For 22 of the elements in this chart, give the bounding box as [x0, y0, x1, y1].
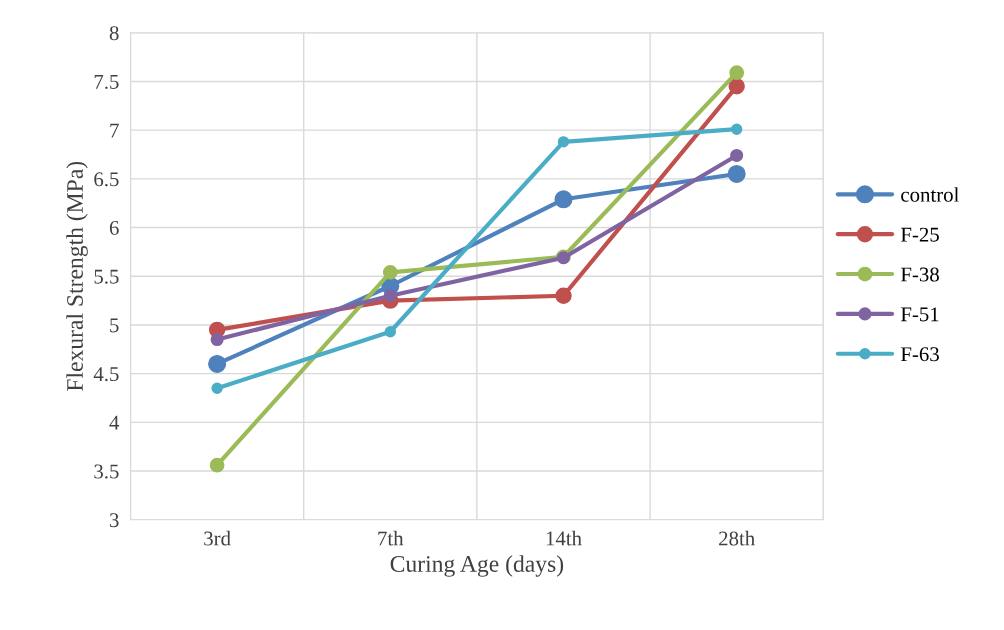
y-tick-label: 4.5 — [93, 367, 119, 382]
y-tick-label: 7 — [110, 123, 119, 138]
x-tick-label: 14th — [546, 530, 582, 546]
y-tick-label: 4 — [109, 415, 120, 430]
y-tick-label: 5.5 — [94, 269, 119, 284]
x-axis-title: Curing Age (days) — [390, 555, 564, 577]
y-tick-label: 6.5 — [94, 172, 119, 187]
legend-label: F-63 — [900, 347, 939, 362]
x-tick-label: 7th — [378, 530, 404, 546]
y-tick-label: 3 — [109, 513, 119, 528]
y-axis-title: Flexural Strength (MPa) — [66, 161, 88, 391]
legend-label: F-51 — [900, 307, 939, 322]
x-tick-label: 28th — [719, 530, 755, 546]
legend-label: F-38 — [900, 267, 939, 282]
legend-label: control — [901, 187, 959, 202]
y-tick-label: 5 — [110, 318, 119, 333]
y-tick-label: 7.5 — [94, 75, 119, 89]
y-tick-label: 8 — [109, 26, 119, 41]
y-tick-label: 3.5 — [94, 464, 119, 479]
y-tick-label: 6 — [109, 220, 119, 235]
legend-label: F-25 — [900, 227, 939, 242]
x-tick-label: 3rd — [204, 530, 231, 546]
